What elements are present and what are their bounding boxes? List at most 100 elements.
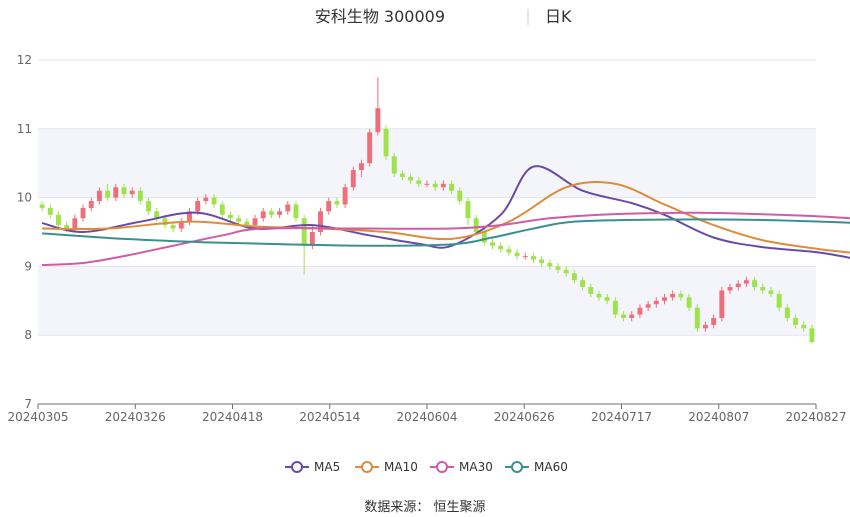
candle-body [637,307,643,315]
candle [47,204,53,219]
candle [293,201,299,222]
candle-body [531,256,536,260]
candle [96,187,102,205]
candle [702,321,708,332]
candle-body [702,324,708,329]
candle-body [498,245,504,250]
candle [342,183,348,208]
candle [56,211,61,229]
candle [571,269,577,284]
candle [752,276,758,291]
candle [383,125,389,160]
y-tick-label: 7 [24,397,32,411]
candle-body [539,259,545,263]
candle [776,290,782,312]
candle [596,290,602,301]
candle [629,311,635,322]
candle-body [686,297,692,308]
candle [490,238,495,250]
candle-body [784,307,790,318]
period-tab[interactable]: 日K [545,7,572,26]
candle [227,211,233,222]
candle-body [678,293,684,298]
candle-body [326,201,332,212]
ma-line-ma5 [41,165,850,259]
candle-body [154,211,160,219]
x-tick-label: 20240807 [688,410,749,424]
candle-body [481,232,487,243]
moving-average-lines [41,165,850,267]
candle-body [547,262,553,267]
candle-body [776,293,782,308]
candle [645,300,651,312]
y-tick-label: 12 [17,53,32,67]
candle [318,207,323,236]
candle-body [752,280,758,288]
candle-body [72,218,78,229]
candle-body [268,211,274,215]
legend-item-ma30[interactable]: MA30 [430,460,493,474]
candle [539,256,545,267]
candle [129,187,135,198]
candle-body [629,314,635,318]
candle-body [334,201,340,205]
legend-item-ma10[interactable]: MA10 [355,460,418,474]
candle [260,207,266,222]
candle-body [56,214,61,226]
candle-body [645,304,651,308]
candle [432,180,438,191]
candle-body [694,307,700,329]
candle [801,321,807,332]
x-tick-label: 20240514 [299,410,360,424]
legend-item-ma60[interactable]: MA60 [505,460,568,474]
candle-body [612,300,618,315]
candle [547,259,553,270]
candle [416,176,422,188]
legend-item-ma5[interactable]: MA5 [285,460,340,474]
candle [399,170,405,181]
candle-body [424,183,430,185]
candle-body [309,232,315,246]
candle-body [105,190,111,198]
candle [555,262,561,274]
candle [137,187,143,205]
candle-body [596,293,602,298]
candle [563,266,569,277]
candle [522,252,528,260]
candlesticks [39,77,815,344]
candle-body [301,218,307,246]
candle [678,290,684,301]
candle [154,207,160,222]
candle-body [170,225,176,229]
candle-body [375,108,381,133]
candle [39,201,45,212]
chart-title: 安科生物 300009 [315,7,445,26]
candle [178,218,184,232]
candle [473,214,479,236]
candle [784,304,790,322]
candle-body [178,221,184,229]
candle [809,324,815,344]
candle [359,159,364,177]
x-tick-label: 20240626 [494,410,555,424]
candle-body [604,297,610,301]
candle [285,201,291,215]
candle [457,187,463,205]
candle-body [260,211,266,219]
candle [105,183,111,202]
candle [88,197,94,212]
candle-body [129,190,135,195]
candle-body [490,242,495,246]
y-tick-label: 11 [17,122,32,136]
candle [326,197,332,215]
candle-body [588,287,594,294]
candle [588,283,594,298]
candle [424,180,430,188]
candle-body [563,269,569,274]
candle [735,280,741,291]
candle-body [457,190,463,202]
grid-lines [38,59,816,405]
candle-body [580,280,586,288]
candle-body [318,211,323,232]
